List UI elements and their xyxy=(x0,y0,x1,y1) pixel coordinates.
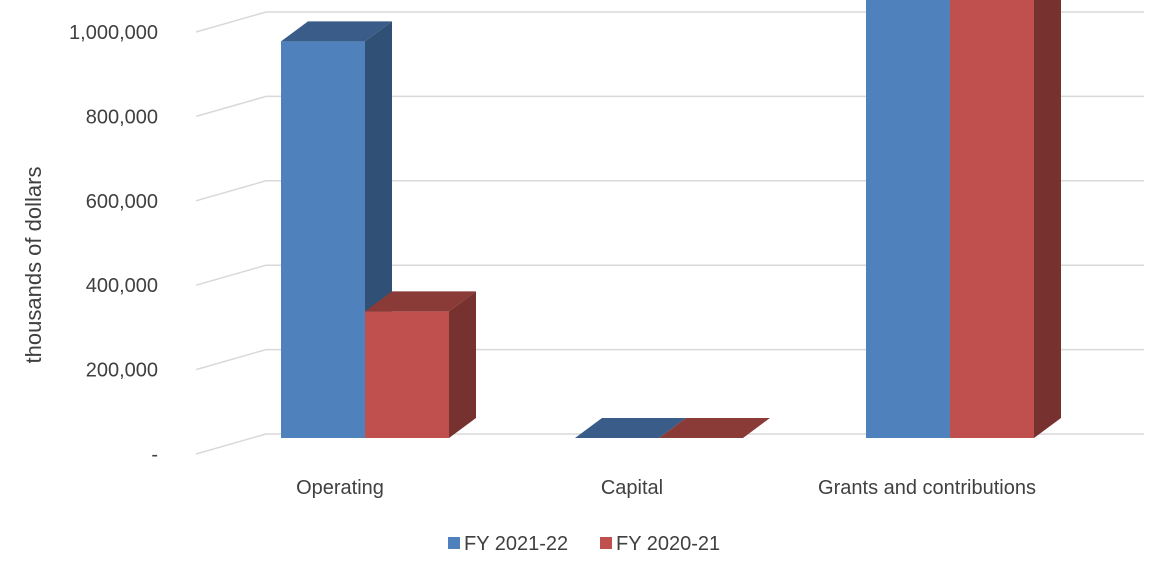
y-tick-label: 600,000 xyxy=(86,191,158,213)
gridline xyxy=(195,348,1144,371)
legend-label: FY 2020-21 xyxy=(616,533,720,555)
gridline xyxy=(195,11,1144,33)
bar-front xyxy=(365,311,449,438)
gridline xyxy=(195,95,1144,118)
y-tick-label: 400,000 xyxy=(86,275,158,297)
gridline xyxy=(195,264,1144,286)
y-tick-label: - xyxy=(151,444,158,466)
category-label: Capital xyxy=(601,477,663,499)
bar-top xyxy=(659,418,770,438)
bar xyxy=(950,0,1061,438)
y-tick-label: 200,000 xyxy=(86,360,158,382)
bar xyxy=(659,418,770,438)
bar-side xyxy=(449,291,476,438)
y-axis-ticks: -200,000400,000600,000800,0001,000,0001,… xyxy=(69,22,158,466)
legend-swatch xyxy=(448,537,460,549)
legend-swatch xyxy=(600,537,612,549)
legend-label: FY 2021-22 xyxy=(464,533,568,555)
category-label: Grants and contributions xyxy=(818,477,1036,499)
bars xyxy=(281,0,1061,439)
y-tick-label: 1,000,000 xyxy=(69,22,158,44)
category-label: Operating xyxy=(296,477,384,499)
bar-top xyxy=(365,291,476,312)
legend: FY 2021-22 FY 2020-21 xyxy=(448,533,720,555)
bar xyxy=(575,418,686,438)
y-tick-label: 800,000 xyxy=(86,106,158,128)
bar xyxy=(365,291,476,438)
bar-top xyxy=(575,418,686,438)
bar-front xyxy=(866,0,950,439)
bar-front xyxy=(950,0,1034,438)
gridline xyxy=(195,180,1144,202)
gridlines xyxy=(195,11,1144,455)
gridline xyxy=(195,433,1144,455)
bar-top xyxy=(281,21,392,42)
y-axis-title: thousands of dollars xyxy=(21,167,46,364)
bar-front xyxy=(281,41,365,438)
bar-side xyxy=(1034,0,1061,438)
x-axis-categories: Operating Capital Grants and contributions xyxy=(296,477,1036,499)
